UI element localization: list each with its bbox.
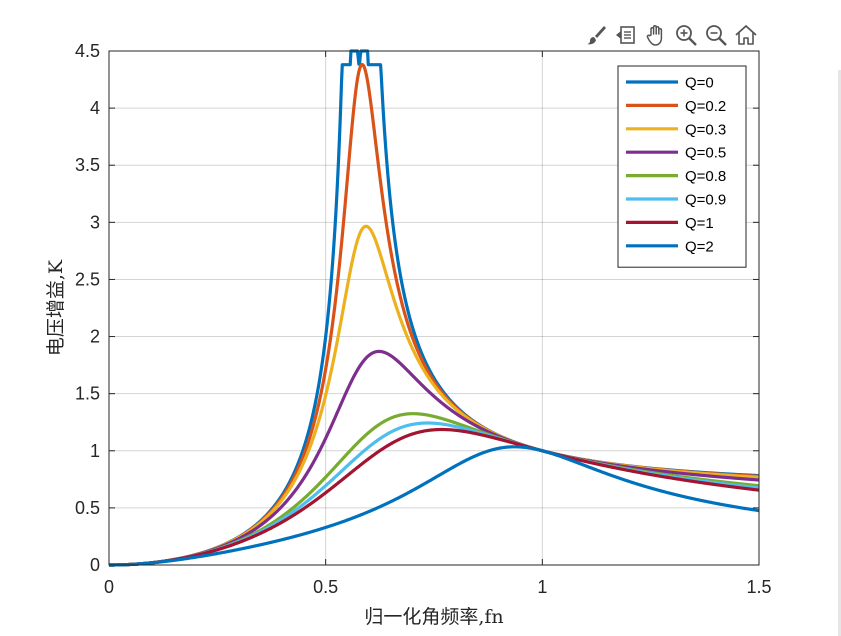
y-tick-label: 3.5 [75, 155, 100, 175]
series-line-Q=2 [108, 445, 760, 567]
home-icon [735, 25, 757, 45]
datatip-button[interactable] [612, 20, 640, 50]
y-axis-title: 电压增益,K [45, 259, 67, 356]
legend: Q=0 Q=0.2 Q=0.3 Q=0.5 Q=0.8 Q=0.9 Q=1 Q=2 [617, 65, 747, 268]
legend-box [617, 65, 747, 268]
legend-label: Q=1 [685, 215, 714, 232]
y-tick-label: 1.5 [75, 384, 100, 404]
x-tick-label: 0 [104, 577, 114, 597]
legend-label: Q=0 [685, 75, 714, 92]
zoom-out-button[interactable] [702, 20, 730, 50]
x-axis-title: 归一化角频率,fn [364, 606, 503, 628]
legend-label: Q=0.9 [685, 192, 726, 209]
home-button[interactable] [732, 20, 760, 50]
legend-label: Q=0.5 [685, 145, 726, 162]
legend-label: Q=2 [685, 238, 714, 255]
legend-label: Q=0.2 [685, 98, 726, 115]
brush-icon [587, 26, 606, 45]
zoom-in-icon [676, 25, 697, 46]
axes-box [108, 50, 760, 566]
x-tick-label: 1 [537, 577, 547, 597]
x-tick-label: 1.5 [746, 577, 771, 597]
y-tick-label: 2 [90, 327, 100, 347]
y-tick-label: 3 [90, 212, 100, 232]
legend-label: Q=0.8 [685, 168, 726, 185]
zoom-in-button[interactable] [672, 20, 700, 50]
y-tick-label: 0.5 [75, 498, 100, 518]
axis-ticks: 0 0.5 1 1.5 0 0.5 1 1.5 2 2.5 3 3.5 4 4.5 [75, 41, 772, 597]
brush-button[interactable] [582, 20, 610, 50]
y-tick-label: 1 [90, 441, 100, 461]
y-tick-label: 2.5 [75, 269, 100, 289]
figure-toolbar [582, 20, 760, 50]
y-tick-label: 0 [90, 555, 100, 575]
x-tick-label: 0.5 [313, 577, 338, 597]
zoom-out-icon [706, 25, 727, 46]
window-edge [838, 70, 841, 636]
datatip-icon [616, 26, 635, 44]
legend-label: Q=0.3 [685, 121, 726, 138]
y-tick-label: 4.5 [75, 41, 100, 61]
plot-lines [108, 49, 760, 567]
series-line-Q=1 [108, 427, 760, 567]
y-tick-label: 4 [90, 98, 100, 118]
pan-hand-icon [646, 25, 663, 46]
pan-button[interactable] [642, 20, 670, 50]
